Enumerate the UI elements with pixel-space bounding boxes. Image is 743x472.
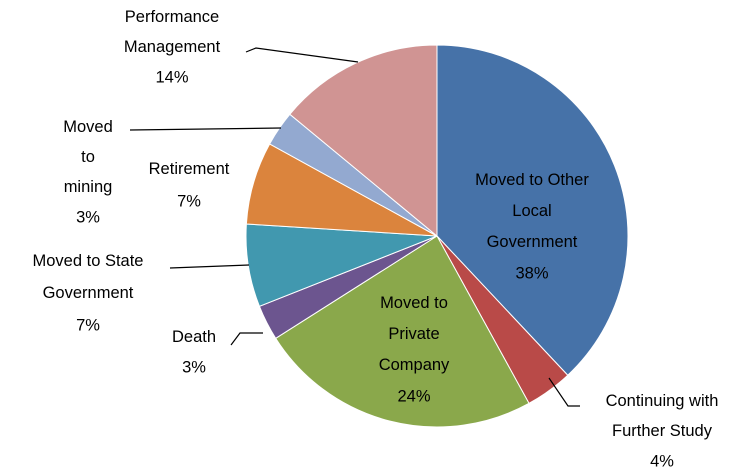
label-line: Death <box>172 328 216 346</box>
category-label: Moved to Other Local Government <box>475 171 589 251</box>
label-line: Government <box>487 233 578 251</box>
pie-slice <box>275 235 530 428</box>
category-label: Retirement <box>149 160 230 178</box>
category-label: Performance Management <box>124 8 221 56</box>
label-line: mining <box>64 178 113 196</box>
value-label: 3% <box>182 358 206 376</box>
value-label: 38% <box>515 264 548 282</box>
value-label: 3% <box>76 208 100 226</box>
leader-line <box>548 377 580 407</box>
leader-line <box>169 264 250 269</box>
value-label: 7% <box>177 192 201 210</box>
label-line: Government <box>43 284 134 302</box>
category-label: Continuing with Further Study <box>606 392 719 440</box>
leader-line <box>230 332 263 346</box>
label-line: Moved to Other <box>475 171 589 189</box>
value-label: 14% <box>155 68 188 86</box>
label-line: to <box>81 148 95 166</box>
leader-line <box>129 127 282 131</box>
category-label: Death <box>172 328 216 346</box>
category-label: Moved to State Government <box>33 252 144 302</box>
value-label: 7% <box>76 316 100 334</box>
label-line: Further Study <box>612 422 713 440</box>
label-line: Retirement <box>149 160 230 178</box>
label-line: Moved <box>63 118 113 136</box>
category-label: Moved to mining <box>63 118 113 196</box>
label-line: Performance <box>125 8 219 26</box>
label-line: Company <box>379 356 450 374</box>
value-label: 4% <box>650 452 674 470</box>
category-label: Moved to Private Company <box>379 294 450 374</box>
value-label: 24% <box>397 387 430 405</box>
label-line: Management <box>124 38 221 56</box>
leader-line <box>245 47 359 63</box>
label-line: Local <box>512 202 551 220</box>
pie-slice <box>289 44 438 238</box>
label-line: Private <box>388 325 439 343</box>
pie-slice <box>436 44 629 376</box>
label-line: Continuing with <box>606 392 719 410</box>
label-line: Moved to <box>380 294 448 312</box>
label-line: Moved to State <box>33 252 144 270</box>
